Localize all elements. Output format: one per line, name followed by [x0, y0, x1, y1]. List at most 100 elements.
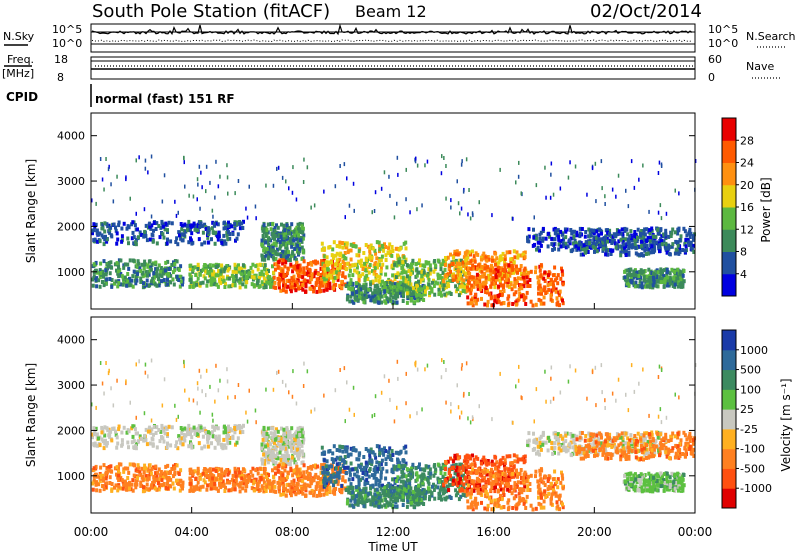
power-echo-cell — [292, 165, 294, 170]
power-echo-cell — [273, 236, 276, 241]
power-echo-cell — [347, 273, 351, 278]
velocity-echo-cell — [261, 476, 265, 481]
power-echo-cell — [214, 195, 216, 200]
power-echo-cell — [637, 274, 641, 278]
power-echo-cell — [172, 282, 176, 287]
velocity-echo-cell — [296, 444, 300, 449]
velocity-echo-cell — [297, 437, 300, 442]
power-echo-cell — [211, 272, 215, 277]
power-echo-cell — [285, 278, 289, 283]
velocity-echo-cell — [114, 429, 117, 434]
power-echo-cell — [476, 280, 480, 285]
power-echo-cell — [322, 263, 326, 268]
power-echo-cell — [659, 280, 663, 285]
power-echo-cell — [362, 251, 366, 255]
power-echo-cell — [325, 255, 329, 260]
velocity-echo-cell — [101, 439, 105, 444]
power-echo-cell — [634, 238, 638, 243]
velocity-echo-cell — [169, 443, 173, 448]
power-echo-cell — [394, 291, 398, 296]
power-echo-cell — [242, 273, 246, 278]
power-echo-cell — [300, 270, 303, 275]
velocity-echo-cell — [281, 462, 285, 467]
power-echo-cell — [290, 281, 294, 286]
power-echo-cell — [638, 279, 642, 283]
velocity-echo-cell — [227, 488, 231, 493]
power-echo-cell — [609, 252, 613, 256]
velocity-echo-cell — [100, 430, 104, 435]
velocity-echo-cell — [279, 438, 283, 443]
power-echo-cell — [126, 236, 130, 241]
power-echo-cell — [360, 293, 364, 298]
velocity-echo-cell — [232, 479, 236, 484]
velocity-echo-cell — [289, 466, 293, 471]
power-echo-cell — [95, 284, 99, 289]
power-echo-cell — [405, 197, 407, 202]
power-echo-cell — [302, 233, 306, 238]
power-echo-cell — [428, 263, 432, 268]
power-echo-cell — [245, 206, 247, 211]
power-echo-cell — [222, 278, 226, 283]
velocity-echo-cell — [308, 471, 312, 476]
power-echo-cell — [188, 284, 192, 289]
power-echo-cell — [509, 259, 513, 264]
velocity-echo-cell — [251, 473, 255, 478]
power-echo-cell — [400, 293, 404, 298]
power-echo-cell — [266, 239, 270, 244]
power-echo-cell — [300, 235, 304, 240]
power-echo-cell — [531, 243, 535, 248]
velocity-echo-cell — [178, 478, 182, 483]
power-echo-cell — [196, 197, 198, 202]
power-echo-cell — [506, 283, 510, 288]
velocity-echo-cell — [234, 474, 238, 479]
power-echo-cell — [139, 280, 143, 284]
power-colorbar-segment — [722, 207, 736, 230]
velocity-echo-cell — [273, 445, 277, 450]
power-echo-cell — [547, 273, 550, 278]
power-echo-cell — [226, 237, 230, 242]
power-echo-cell — [557, 234, 561, 239]
power-echo-cell — [520, 286, 524, 291]
power-echo-cell — [599, 243, 603, 248]
power-echo-cell — [492, 281, 496, 286]
power-echo-cell — [527, 227, 531, 232]
power-echo-cell — [550, 161, 553, 166]
velocity-echo-cell — [305, 469, 309, 474]
power-echo-cell — [536, 280, 540, 285]
velocity-echo-cell — [321, 470, 325, 475]
power-echo-cell — [556, 300, 560, 305]
power-echo-cell — [109, 225, 113, 230]
velocity-echo-cell — [117, 473, 120, 478]
power-echo-cell — [616, 246, 620, 251]
power-echo-cell — [640, 246, 644, 251]
velocity-echo-cell — [210, 430, 214, 435]
power-echo-cell — [501, 257, 505, 262]
velocity-echo-cell — [231, 482, 235, 487]
velocity-echo-cell — [148, 425, 152, 430]
velocity-echo-cell — [141, 489, 145, 494]
velocity-echo-cell — [224, 485, 227, 490]
velocity-echo-cell — [164, 485, 168, 490]
power-echo-cell — [142, 266, 146, 271]
power-echo-cell — [507, 267, 511, 272]
power-echo-cell — [604, 228, 608, 233]
power-echo-cell — [164, 260, 168, 265]
power-echo-cell — [441, 270, 445, 275]
power-echo-cell — [346, 250, 350, 255]
velocity-echo-cell — [289, 445, 293, 450]
velocity-echo-cell — [245, 473, 249, 478]
velocity-echo-cell — [154, 431, 158, 435]
power-echo-cell — [224, 226, 227, 231]
power-echo-cell — [336, 277, 340, 282]
velocity-echo-cell — [202, 478, 206, 483]
power-echo-cell — [173, 259, 177, 263]
power-echo-cell — [272, 183, 275, 188]
velocity-echo-cell — [196, 432, 200, 437]
power-echo-cell — [108, 164, 110, 169]
power-echo-cell — [388, 297, 392, 302]
power-echo-cell — [248, 184, 250, 189]
power-echo-cell — [674, 239, 678, 244]
power-echo-cell — [477, 263, 481, 268]
power-echo-cell — [575, 230, 579, 235]
